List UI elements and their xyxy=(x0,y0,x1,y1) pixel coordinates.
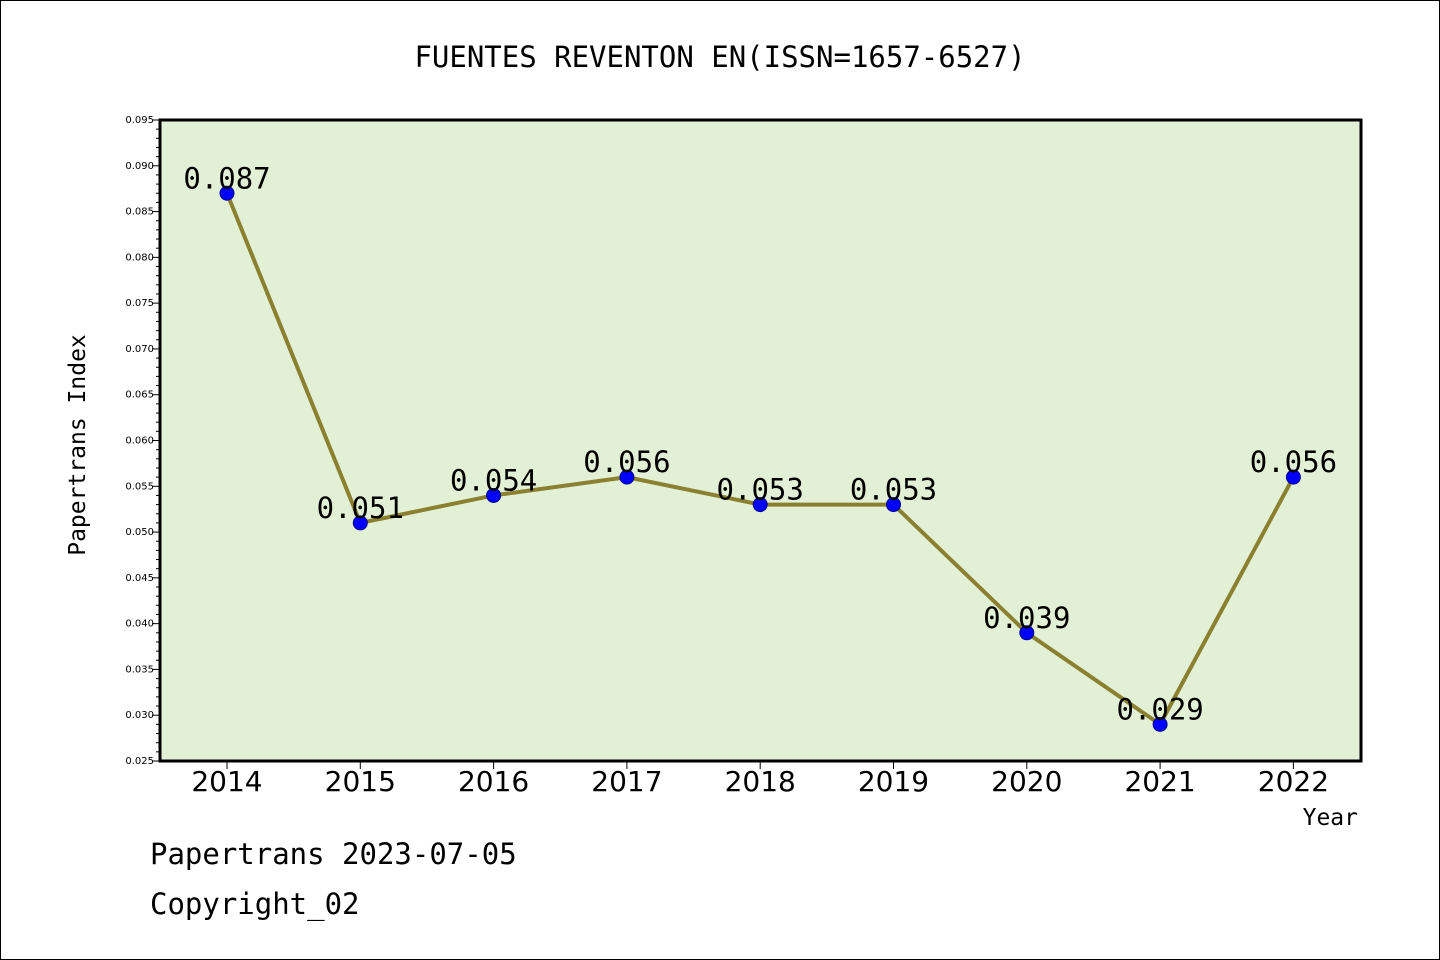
y-tick-label: 0.085 xyxy=(125,207,154,218)
data-point xyxy=(1285,469,1301,485)
data-label: 0.087 xyxy=(183,161,270,195)
data-label: 0.056 xyxy=(1250,445,1337,479)
y-tick-label: 0.050 xyxy=(125,527,154,538)
data-label: 0.051 xyxy=(317,491,404,525)
y-tick-label: 0.030 xyxy=(125,710,154,721)
data-label: 0.054 xyxy=(450,463,537,497)
y-tick-label: 0.065 xyxy=(125,390,154,401)
y-axis-label: Papertrans Index xyxy=(65,334,91,556)
y-tick-label: 0.095 xyxy=(125,115,154,126)
y-tick-label: 0.070 xyxy=(125,344,154,355)
data-point xyxy=(1152,716,1168,732)
y-tick-label: 0.025 xyxy=(125,756,154,767)
data-point xyxy=(219,185,235,201)
y-tick-label: 0.075 xyxy=(125,298,154,309)
x-tick-label: 2019 xyxy=(858,765,929,798)
y-tick-label: 0.035 xyxy=(125,664,154,675)
footer-date: Papertrans 2023-07-05 xyxy=(150,837,517,871)
y-tick-label: 0.040 xyxy=(125,619,154,630)
y-tick-label: 0.055 xyxy=(125,481,154,492)
data-point xyxy=(619,469,635,485)
x-tick-label: 2021 xyxy=(1124,765,1195,798)
data-label: 0.053 xyxy=(850,473,937,507)
data-point xyxy=(752,497,768,513)
x-axis-ticks: 2014 2015 2016 2017 2018 2019 2020 2021 2022 xyxy=(191,761,1329,798)
y-tick-label: 0.090 xyxy=(125,161,154,172)
series-group: 0.087 0.051 0.054 0.056 0.053 0.053 0.039 0.029… xyxy=(183,161,1337,732)
x-axis-label: Year xyxy=(1303,805,1358,831)
y-axis-ticks: 0.025 0.030 0.035 0.040 0.045 0.050 0.055 0.060… xyxy=(125,115,160,767)
footer-copyright: Copyright_02 xyxy=(150,887,360,922)
data-point xyxy=(886,497,901,513)
data-label: 0.053 xyxy=(717,473,804,507)
plot-area xyxy=(158,118,1363,763)
chart-title: FUENTES REVENTON EN(ISSN=1657-6527) xyxy=(414,40,1025,74)
y-tick-label: 0.060 xyxy=(125,436,154,447)
x-tick-label: 2022 xyxy=(1258,765,1329,798)
data-label: 0.029 xyxy=(1116,692,1203,726)
y-tick-label: 0.045 xyxy=(125,573,154,584)
x-tick-label: 2020 xyxy=(991,765,1062,798)
data-point xyxy=(486,487,502,503)
data-label: 0.056 xyxy=(583,445,670,479)
x-tick-label: 2016 xyxy=(458,765,529,798)
x-tick-label: 2014 xyxy=(191,765,262,798)
data-point xyxy=(352,515,368,531)
x-tick-label: 2017 xyxy=(591,765,662,798)
data-point xyxy=(1019,625,1035,641)
y-tick-label: 0.080 xyxy=(125,252,154,263)
x-tick-label: 2018 xyxy=(725,765,796,798)
data-label: 0.039 xyxy=(983,601,1070,635)
x-tick-label: 2015 xyxy=(325,765,396,798)
